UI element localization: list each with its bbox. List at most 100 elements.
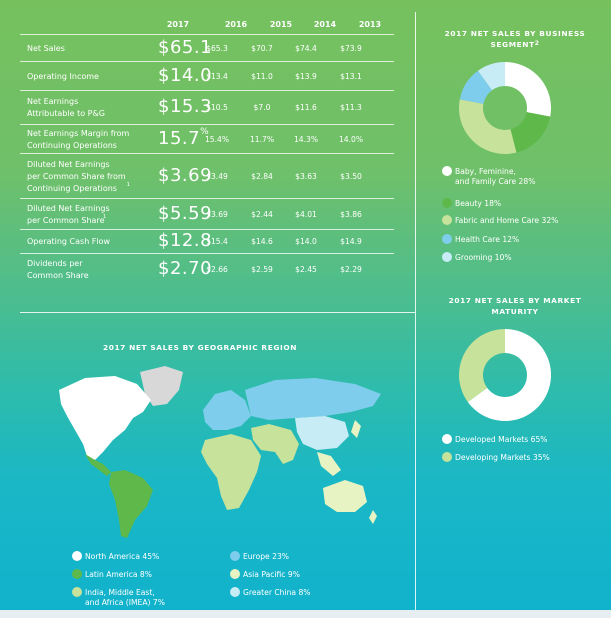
map-region-greenland [140,366,183,406]
row-2017-value: $12.8 [158,230,212,251]
financial-row: Diluted Net Earnings per Common Share fr… [20,153,394,199]
row-prior-year-value: $3.63 [295,171,317,181]
segment-chart-title: 2017 NET SALES BY BUSINESS SEGMENT2 [425,28,605,50]
map-region-greater-china [295,416,349,450]
row-2017-value-text: $65.1 [158,36,213,58]
region-legend-swatch [230,551,240,561]
row-prior-year-value: $14.6 [251,237,273,246]
row-prior-year-value: $14.9 [340,237,362,246]
row-prior-year-value: 11.7% [249,134,275,144]
map-region-middle-east-india [251,424,299,464]
row-prior-year-value: $2.29 [340,265,362,274]
row-2017-value-text: $12.8 [158,230,213,251]
financial-row: Operating Cash Flow $12.8 $15.4 $14.6 $14.0 $… [20,229,394,254]
map-region-russia [245,378,381,420]
row-2017-value-suffix: % [200,126,210,137]
row-2017-value-text: $2.70 [158,258,213,279]
row-2017-value-text: $15.3 [158,96,213,117]
row-label-footnote: 1 [126,181,130,188]
financial-row: Net Earnings Attributable to P&G $15.3 $10… [20,90,394,125]
row-prior-year-value: 15.4% [204,134,230,144]
segment-legend-swatch [442,198,452,208]
segment-donut-chart [459,62,551,154]
row-prior-year-value: $70.7 [251,43,273,53]
row-2017-value: $65.1 [158,37,212,58]
row-2017-value: $2.70 [158,258,212,279]
segment-slice [459,99,517,154]
row-prior-year-value: $2.66 [206,265,228,274]
map-region-central-america [85,454,111,476]
region-legend-label: North America 45% [85,551,160,561]
maturity-slice [467,329,551,421]
year-header-2017: 2017 [166,20,190,29]
row-prior-year-value: $7.0 [253,103,271,112]
year-header-2015: 2015 [269,20,293,29]
maturity-legend-label: Developed Markets 65% [455,434,548,444]
map-region-africa [201,434,261,510]
row-2017-value: $14.0 [158,65,212,86]
map-region-southeast-asia [317,452,341,476]
map-region-south-america [109,470,153,538]
financial-row: Diluted Net Earnings per Common Share 1 $5… [20,198,394,230]
row-2017-value-text: $14.0 [158,64,213,86]
financial-row: Net Sales $65.1 $65.3 $70.7 $74.4 $73.9 [20,34,394,62]
segment-chart-title-sup: 2 [534,40,540,47]
year-header-2013: 2013 [358,20,382,29]
region-map-title: 2017 NET SALES BY GEOGRAPHIC REGION [102,343,298,352]
row-prior-year-value: $4.01 [295,209,317,219]
segment-slice [477,62,505,91]
segment-legend-label: Grooming 10% [455,252,512,262]
maturity-slice [459,329,505,403]
section-divider [20,312,415,313]
region-legend-label: India, Middle East, and Africa (IMEA) 7% [85,587,165,607]
map-region-north-america [59,376,151,460]
row-prior-year-value: $10.5 [206,103,228,112]
row-2017-value: 15.7% [158,126,210,149]
region-legend-label: Asia Pacific 9% [243,569,300,579]
segment-legend-label: Baby, Feminine, and Family Care 28% [455,166,536,186]
region-legend-swatch [72,587,82,597]
row-label: Net Earnings Attributable to P&G [27,97,105,118]
segment-chart-title-text: 2017 NET SALES BY BUSINESS SEGMENT [444,29,586,49]
segment-legend-label: Beauty 18% [455,198,502,208]
region-legend-swatch [72,551,82,561]
region-legend-swatch [230,587,240,597]
map-region-europe [203,390,251,430]
row-label: Diluted Net Earnings per Common Share [27,203,110,225]
map-region-japan [351,420,361,438]
row-prior-year-value: $3.50 [340,171,362,181]
row-prior-year-value: 14.0% [338,134,364,144]
row-prior-year-value: 14.3% [293,134,319,144]
maturity-legend-swatch [442,434,452,444]
map-region-new-zealand [369,510,377,524]
world-map [59,366,381,538]
row-label: Operating Cash Flow [27,237,111,246]
row-label: Diluted Net Earnings per Common Share fr… [27,159,126,193]
segment-legend-label: Fabric and Home Care 32% [455,215,559,225]
segment-legend-swatch [442,166,452,176]
row-prior-year-value: $11.6 [295,103,317,112]
segment-legend-swatch [442,252,452,262]
row-prior-year-value: $15.4 [206,237,228,246]
row-prior-year-value: $3.49 [206,171,228,181]
row-prior-year-value: $3.86 [340,209,362,219]
column-divider [415,12,416,610]
row-label-footnote: 1 [103,213,107,220]
maturity-donut-chart [459,329,551,421]
financial-row: Net Earnings Margin from Continuing Oper… [20,124,394,154]
row-2017-value: $15.3 [158,96,212,117]
segment-legend-swatch [442,234,452,244]
maturity-legend-swatch [442,452,452,462]
financial-row: Dividends per Common Share $2.70 $2.66 $2.5… [20,253,394,286]
row-prior-year-value: $2.59 [251,265,273,274]
row-label: Net Earnings Margin from Continuing Oper… [27,128,130,150]
financial-row: Operating Income $14.0 $13.4 $11.0 $13.9 $13.… [20,61,394,91]
region-legend-swatch [230,569,240,579]
row-prior-year-value: $14.0 [295,237,317,246]
row-prior-year-value: $13.4 [206,71,228,81]
row-prior-year-value: $13.9 [295,71,317,81]
region-legend-swatch [72,569,82,579]
row-2017-value: $3.69 [158,165,212,186]
maturity-legend-label: Developing Markets 35% [455,452,550,462]
region-legend-label: Greater China 8% [243,587,311,597]
